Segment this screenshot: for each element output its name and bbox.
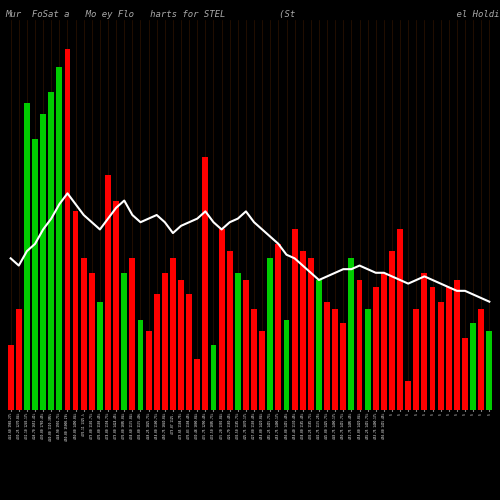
Bar bbox=[72, 212, 78, 410]
Bar bbox=[462, 338, 468, 410]
Bar bbox=[356, 280, 362, 410]
Bar bbox=[56, 67, 62, 410]
Bar bbox=[292, 230, 298, 410]
Bar bbox=[154, 294, 160, 410]
Bar bbox=[40, 114, 46, 410]
Bar bbox=[122, 273, 127, 410]
Bar bbox=[300, 251, 306, 410]
Bar bbox=[235, 273, 241, 410]
Bar bbox=[414, 309, 419, 410]
Bar bbox=[202, 157, 208, 410]
Bar bbox=[89, 273, 94, 410]
Bar bbox=[81, 258, 86, 410]
Bar bbox=[194, 360, 200, 410]
Bar bbox=[454, 280, 460, 410]
Bar bbox=[486, 330, 492, 410]
Bar bbox=[210, 345, 216, 410]
Bar bbox=[113, 200, 119, 410]
Bar bbox=[348, 258, 354, 410]
Bar bbox=[227, 251, 232, 410]
Bar bbox=[340, 324, 346, 410]
Bar bbox=[251, 309, 257, 410]
Bar bbox=[373, 287, 378, 410]
Bar bbox=[422, 273, 428, 410]
Bar bbox=[276, 244, 281, 410]
Bar bbox=[218, 230, 224, 410]
Bar bbox=[389, 251, 395, 410]
Bar bbox=[364, 309, 370, 410]
Bar bbox=[316, 280, 322, 410]
Bar bbox=[259, 330, 265, 410]
Bar bbox=[64, 49, 70, 410]
Bar bbox=[24, 103, 30, 410]
Bar bbox=[97, 302, 103, 410]
Bar bbox=[284, 320, 290, 410]
Bar bbox=[446, 287, 452, 410]
Bar bbox=[397, 230, 403, 410]
Bar bbox=[146, 330, 152, 410]
Bar bbox=[170, 258, 176, 410]
Bar bbox=[406, 381, 411, 410]
Bar bbox=[32, 139, 38, 410]
Bar bbox=[308, 258, 314, 410]
Bar bbox=[268, 258, 273, 410]
Bar bbox=[16, 309, 22, 410]
Bar bbox=[381, 273, 387, 410]
Bar bbox=[178, 280, 184, 410]
Bar bbox=[138, 320, 143, 410]
Bar bbox=[243, 280, 249, 410]
Bar bbox=[478, 309, 484, 410]
Text: Mur  FoSat a   Mo ey Flo   harts for STEL          (St                          : Mur FoSat a Mo ey Flo harts for STEL (St bbox=[5, 10, 500, 19]
Bar bbox=[186, 294, 192, 410]
Bar bbox=[105, 176, 111, 410]
Bar bbox=[8, 345, 14, 410]
Bar bbox=[430, 287, 436, 410]
Bar bbox=[48, 92, 54, 410]
Bar bbox=[470, 324, 476, 410]
Bar bbox=[162, 273, 168, 410]
Bar bbox=[324, 302, 330, 410]
Bar bbox=[438, 302, 444, 410]
Bar bbox=[332, 309, 338, 410]
Bar bbox=[130, 258, 136, 410]
